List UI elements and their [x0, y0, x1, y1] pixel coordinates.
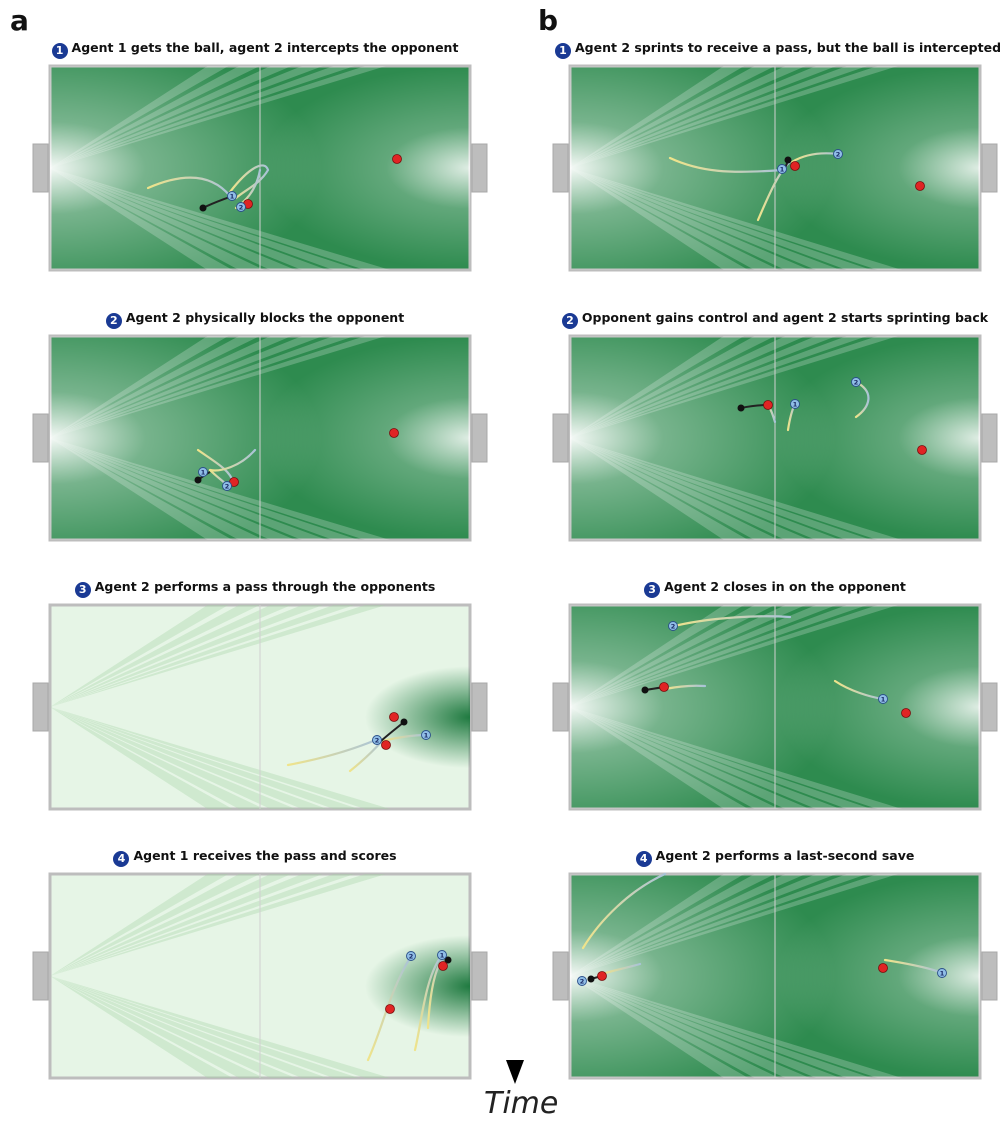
opponent-marker	[385, 1004, 395, 1014]
agent-label: 2	[225, 482, 230, 490]
opponent-marker	[389, 428, 399, 438]
caption-text-a4: Agent 1 receives the pass and scores	[133, 848, 397, 863]
agent-marker	[198, 467, 208, 477]
agent-trail	[286, 737, 380, 767]
agent-trail	[581, 872, 667, 950]
caption-a1: 1 Agent 1 gets the ball, agent 2 intercep…	[35, 40, 475, 59]
agent-label: 1	[940, 969, 945, 977]
agent-label: 2	[239, 203, 244, 211]
step-badge-a3: 3	[74, 582, 91, 598]
field-a1: 12	[32, 64, 488, 272]
agent-trail	[668, 615, 792, 629]
arrow-head-icon	[506, 1060, 524, 1084]
caption-text-b2: Opponent gains control and agent 2 start…	[581, 310, 989, 325]
agent-marker	[577, 976, 587, 986]
agent-trail	[208, 448, 257, 472]
opponent-marker	[389, 712, 399, 722]
agent-label: 1	[230, 192, 235, 200]
agent-marker	[668, 621, 678, 631]
agent-marker	[833, 149, 843, 159]
ball-icon	[194, 476, 202, 484]
opponent-marker	[597, 971, 607, 981]
agent-marker	[777, 164, 787, 174]
agent-label: 2	[375, 736, 380, 744]
caption-b1: 1 Agent 2 sprints to receive a pass, but …	[555, 40, 1000, 59]
panel-b-letter: b	[538, 4, 559, 37]
agent-label: 1	[881, 695, 886, 703]
ball-icon	[199, 204, 207, 212]
opponent-marker	[878, 963, 888, 973]
agent-marker	[421, 730, 431, 740]
caption-text-b1: Agent 2 sprints to receive a pass, but t…	[575, 40, 1000, 55]
agent-marker	[878, 694, 888, 704]
agent-marker	[406, 951, 416, 961]
field-b3: 12	[552, 603, 998, 811]
caption-b2: 2 Opponent gains control and agent 2 star…	[555, 310, 995, 329]
agent-label: 2	[836, 150, 841, 158]
caption-text-a2: Agent 2 physically blocks the opponent	[125, 310, 405, 325]
ball-icon	[784, 156, 792, 164]
agent-marker	[222, 481, 232, 491]
ball-icon	[641, 686, 649, 694]
agent-marker	[937, 968, 947, 978]
agent-label: 2	[854, 378, 859, 386]
opponent-marker	[790, 161, 800, 171]
caption-text-a3: Agent 2 performs a pass through the oppo…	[94, 579, 436, 594]
field-b2: 12	[552, 334, 998, 542]
opponent-marker	[438, 961, 448, 971]
agent-marker	[437, 950, 447, 960]
agent-label: 1	[201, 468, 206, 476]
agent-trail	[228, 164, 270, 200]
opponent-marker	[901, 708, 911, 718]
step-badge-b3: 3	[644, 582, 661, 598]
ball-icon	[737, 404, 745, 412]
opponent-marker	[659, 682, 669, 692]
opponent-marker	[917, 445, 927, 455]
caption-a2: 2 Agent 2 physically blocks the opponent	[35, 310, 475, 329]
opponent-marker	[392, 154, 402, 164]
agent-marker	[372, 735, 382, 745]
step-badge-a1: 1	[51, 43, 68, 59]
ball-icon	[587, 975, 595, 983]
agent-marker	[790, 399, 800, 409]
field-b1: 12	[552, 64, 998, 272]
field-b4: 12	[552, 872, 998, 1080]
agent-label: 2	[580, 977, 585, 985]
agent-trail	[146, 176, 232, 198]
caption-a4: 4 Agent 1 receives the pass and scores	[35, 848, 475, 867]
step-badge-b4: 4	[635, 851, 652, 867]
step-badge-a4: 4	[113, 851, 130, 867]
panel-a-letter: a	[10, 4, 29, 37]
field-a2: 12	[32, 334, 488, 542]
agent-marker	[851, 377, 861, 387]
agent-trail	[668, 156, 784, 173]
agent-label: 1	[424, 731, 429, 739]
step-badge-b2: 2	[561, 313, 578, 329]
time-label: Time	[484, 1086, 559, 1121]
caption-text-b4: Agent 2 performs a last-second save	[655, 848, 915, 863]
step-badge-b1: 1	[555, 43, 571, 59]
caption-text-b3: Agent 2 closes in on the opponent	[664, 579, 906, 594]
agent-trail	[413, 956, 442, 1052]
caption-b3: 3 Agent 2 closes in on the opponent	[555, 579, 995, 598]
step-badge-a2: 2	[105, 313, 122, 329]
caption-a3: 3 Agent 2 performs a pass through the opp…	[35, 579, 475, 598]
caption-text-a1: Agent 1 gets the ball, agent 2 intercept…	[71, 40, 459, 55]
opponent-marker	[915, 181, 925, 191]
ball-icon	[400, 718, 408, 726]
field-a4: 12	[32, 872, 488, 1080]
field-a3: 12	[32, 603, 488, 811]
agent-label: 2	[671, 622, 676, 630]
agent-marker	[227, 191, 237, 201]
agent-label: 2	[409, 952, 414, 960]
time-arrow	[506, 48, 524, 1084]
agent-label: 1	[780, 165, 785, 173]
agent-label: 1	[440, 951, 445, 959]
ball-icon	[444, 956, 452, 964]
caption-b4: 4 Agent 2 performs a last-second save	[555, 848, 995, 867]
agent-label: 1	[793, 400, 798, 408]
agent-marker	[236, 202, 246, 212]
opponent-marker	[381, 740, 391, 750]
opponent-marker	[763, 400, 773, 410]
